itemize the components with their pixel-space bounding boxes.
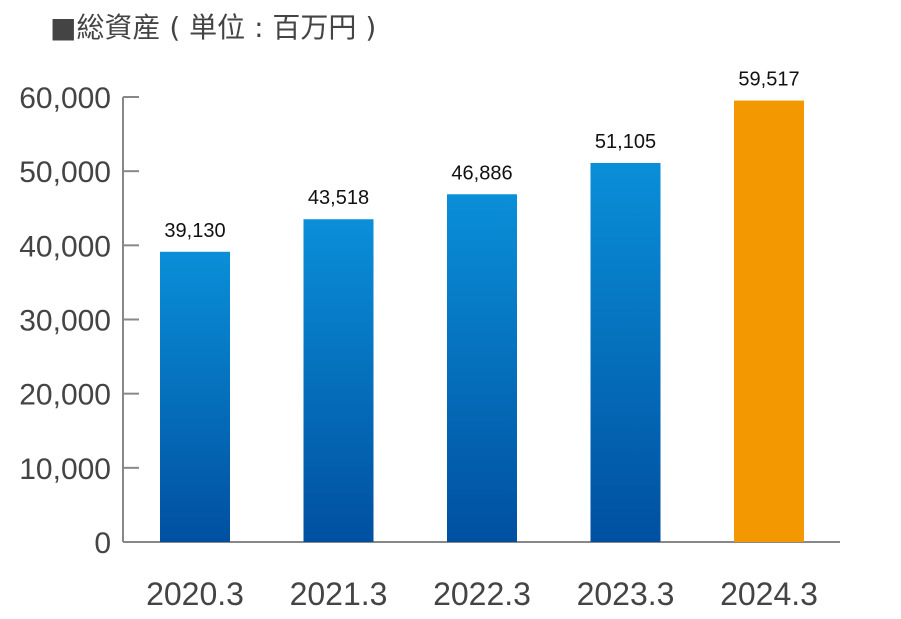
y-tick-label: 10,000 (19, 453, 111, 486)
data-label: 59,517 (738, 69, 799, 91)
bar-2022.3 (447, 194, 517, 543)
bar-2024.3 (734, 100, 804, 543)
bar-2020.3 (160, 251, 230, 542)
chart-title: ■総資産 ( 単位 : 百万円 ) (50, 11, 377, 44)
y-tick-label: 30,000 (19, 305, 111, 338)
y-tick-label: 50,000 (19, 156, 111, 189)
y-tick-label: 60,000 (19, 82, 111, 115)
labels: 0 10,000 20,000 30,000 40,000 50,000 60,000 39,… (19, 69, 818, 612)
data-label: 46,886 (451, 162, 512, 184)
x-tick-label: 2020.3 (146, 576, 244, 612)
x-tick-label: 2022.3 (433, 576, 531, 612)
x-tick-label: 2023.3 (577, 576, 675, 612)
bar-2023.3 (590, 162, 661, 542)
y-tick-label: 40,000 (19, 230, 111, 263)
x-tick-label: 2024.3 (720, 576, 818, 612)
y-tick-label: 0 (94, 527, 111, 560)
data-label: 51,105 (595, 131, 656, 153)
bars (160, 100, 804, 543)
data-label: 39,130 (164, 220, 225, 242)
bar-2021.3 (303, 219, 374, 542)
data-label: 43,518 (308, 187, 369, 209)
y-tick-label: 20,000 (19, 379, 111, 412)
x-tick-label: 2021.3 (290, 576, 388, 612)
